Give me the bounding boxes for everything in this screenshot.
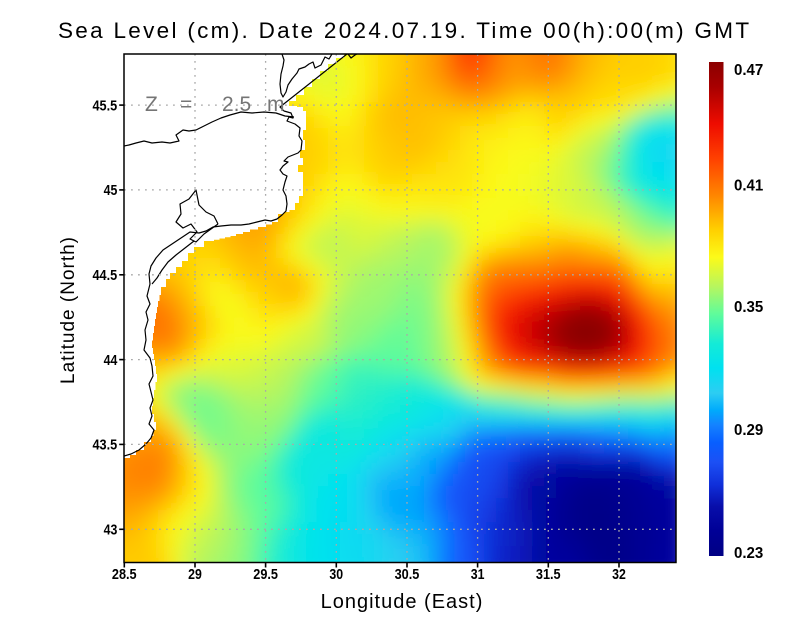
svg-text:32: 32 (612, 567, 626, 583)
svg-text:29.5: 29.5 (253, 567, 278, 583)
svg-text:30.5: 30.5 (395, 567, 420, 583)
svg-text:43: 43 (104, 523, 118, 539)
svg-text:Sea Level (cm). Date 2024.07.1: Sea Level (cm). Date 2024.07.19. Time 00… (58, 18, 751, 43)
svg-text:Z: Z (145, 93, 158, 116)
svg-text:29: 29 (188, 567, 202, 583)
svg-text:31: 31 (471, 567, 485, 583)
svg-text:0.41: 0.41 (734, 177, 763, 194)
svg-text:44.5: 44.5 (93, 268, 118, 284)
svg-text:Longitude (East): Longitude (East) (321, 591, 484, 613)
svg-text:0.47: 0.47 (734, 62, 763, 79)
svg-text:=: = (180, 93, 192, 116)
svg-text:30: 30 (329, 567, 343, 583)
svg-text:m: m (267, 93, 285, 116)
svg-text:45: 45 (104, 183, 118, 199)
svg-text:2.5: 2.5 (222, 93, 251, 116)
svg-text:0.35: 0.35 (734, 299, 763, 316)
svg-text:0.29: 0.29 (734, 422, 763, 439)
svg-text:45.5: 45.5 (93, 98, 118, 114)
svg-text:Latitude (North): Latitude (North) (58, 236, 79, 384)
svg-text:31.5: 31.5 (536, 567, 561, 583)
svg-text:0.23: 0.23 (734, 545, 763, 562)
svg-text:44: 44 (104, 353, 118, 369)
svg-text:43.5: 43.5 (93, 438, 118, 454)
svg-text:28.5: 28.5 (112, 567, 137, 583)
